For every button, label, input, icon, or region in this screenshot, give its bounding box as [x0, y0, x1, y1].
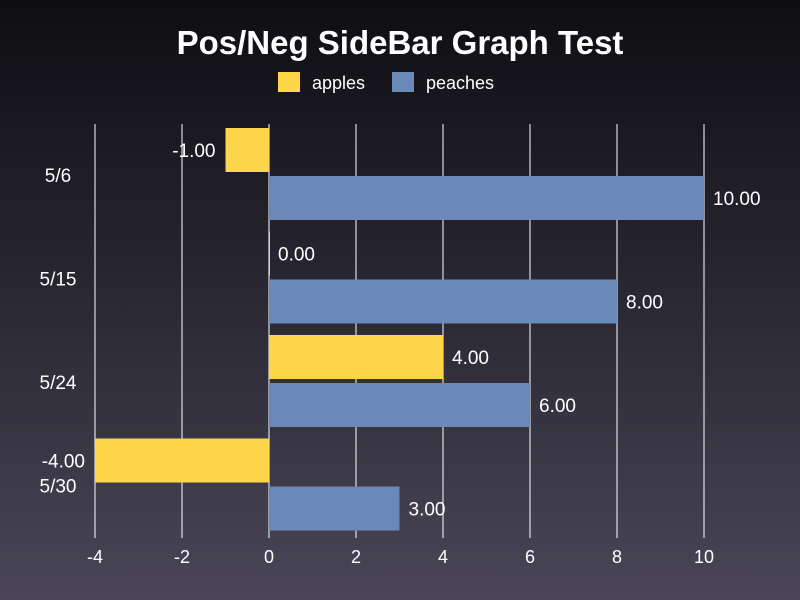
- bar-apples: [95, 438, 269, 483]
- bars: [95, 128, 704, 531]
- data-label: -4.00: [42, 452, 85, 473]
- y-category-label: 5/30: [40, 477, 77, 498]
- legend-swatch-apples: [278, 72, 300, 92]
- x-tick-label: 8: [612, 547, 622, 567]
- bar-apples: [225, 128, 269, 172]
- bar-apples: [269, 335, 443, 379]
- bar-peaches: [269, 486, 400, 531]
- x-tick-label: 10: [694, 547, 714, 567]
- data-label: 6.00: [539, 396, 576, 417]
- x-tick-label: 0: [264, 547, 274, 567]
- bar-peaches: [269, 279, 617, 324]
- data-label: 0.00: [278, 245, 315, 266]
- data-label: 3.00: [409, 500, 446, 521]
- x-tick-label: -2: [174, 547, 190, 567]
- legend-label-peaches: peaches: [426, 73, 494, 93]
- legend-label-apples: apples: [312, 73, 365, 93]
- value-labels: -1.00 10.00 0.00 8.00 4.00 6.00 -4.00 3.00: [42, 141, 761, 521]
- data-label: 8.00: [626, 293, 663, 314]
- x-tick-label: 2: [351, 547, 361, 567]
- chart-title: Pos/Neg SideBar Graph Test: [177, 24, 624, 61]
- y-category-label: 5/15: [40, 270, 77, 291]
- bar-peaches: [269, 176, 704, 220]
- y-axis-labels: 5/6 5/15 5/24 5/30: [40, 166, 77, 498]
- bar-peaches: [269, 383, 530, 427]
- legend-swatch-peaches: [392, 72, 414, 92]
- x-tick-label: 6: [525, 547, 535, 567]
- bar-apples: [269, 231, 270, 276]
- x-tick-label: -4: [87, 547, 103, 567]
- y-category-label: 5/6: [45, 166, 71, 187]
- data-label: 10.00: [713, 189, 761, 210]
- data-label: 4.00: [452, 348, 489, 369]
- x-tick-label: 4: [438, 547, 448, 567]
- legend: apples peaches: [278, 72, 494, 93]
- data-label: -1.00: [172, 141, 215, 162]
- x-axis-tick-labels: -4 -2 0 2 4 6 8 10: [87, 547, 714, 567]
- y-category-label: 5/24: [40, 373, 77, 394]
